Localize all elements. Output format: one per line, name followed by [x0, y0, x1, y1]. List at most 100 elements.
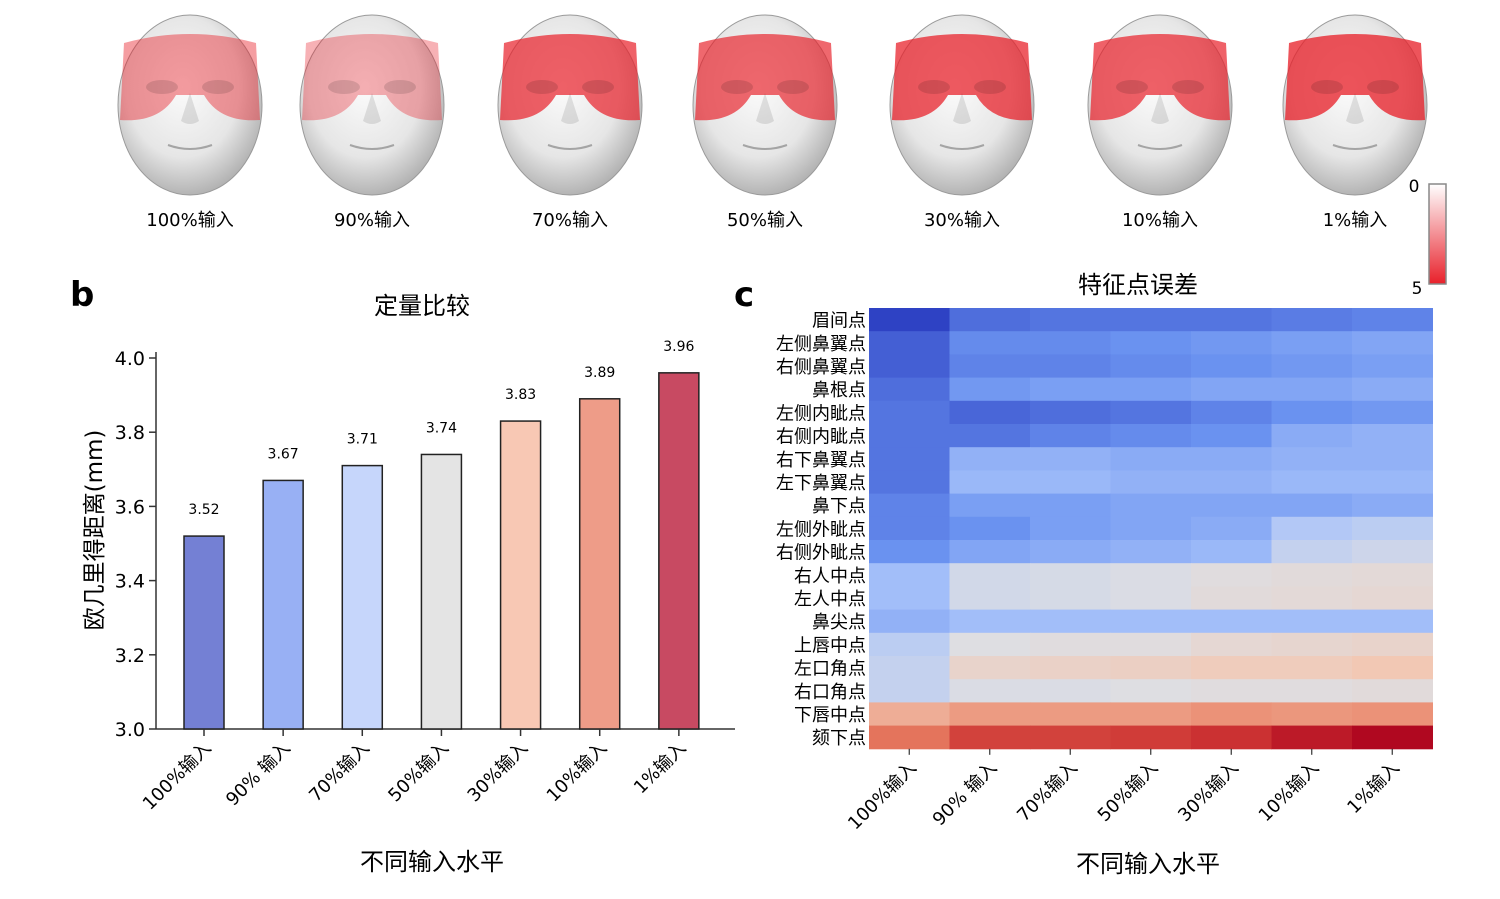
face-label: 30%输入 — [924, 210, 1000, 231]
heatmap-cell — [1191, 354, 1272, 379]
face-head — [299, 14, 445, 196]
heatmap-row-label: 右侧鼻翼点 — [776, 357, 866, 378]
heatmap-col-label: 30%输入 — [1174, 757, 1243, 826]
heatmap-row-label: 左侧外眦点 — [776, 519, 866, 540]
heatmap-cell — [869, 377, 950, 402]
heatmap-row-label: 右侧外眦点 — [776, 543, 866, 564]
bar-x-tick-label: 1%输入 — [630, 738, 691, 799]
bar — [420, 453, 463, 730]
face-label: 50%输入 — [727, 210, 803, 231]
heatmap-cell — [1110, 354, 1192, 379]
heatmap-cell — [869, 656, 950, 680]
heatmap-cell — [869, 424, 950, 448]
heatmap-cell — [1352, 400, 1433, 425]
heatmap-cell — [1110, 516, 1192, 541]
heatmap-cell — [1030, 609, 1111, 634]
face-render: 70%输入 — [497, 14, 643, 231]
bar — [183, 535, 225, 730]
heatmap-cell — [1110, 679, 1192, 703]
heatmap-cell — [869, 609, 950, 634]
face-nose — [363, 93, 381, 124]
heatmap-col-label: 100%输入 — [844, 757, 921, 834]
face-eye — [918, 80, 950, 94]
heatmap-cell — [1191, 308, 1272, 332]
heatmap-cell — [1191, 447, 1272, 471]
heatmap-cell — [949, 656, 1031, 680]
heatmap-row-label: 右下鼻翼点 — [776, 450, 866, 471]
heatmap-cell — [949, 424, 1031, 448]
heatmap-cell — [1271, 308, 1353, 332]
heatmap-cell — [1352, 586, 1433, 611]
bar — [341, 464, 384, 730]
bar-x-tick-label: 30%输入 — [464, 738, 533, 807]
heatmap-cell — [1191, 609, 1272, 634]
heatmap-cell — [1110, 400, 1192, 425]
heatmap-cell — [1352, 609, 1433, 634]
heatmap-cell — [1191, 400, 1272, 425]
heatmap-cell — [1030, 447, 1111, 471]
face-error-overlay — [500, 34, 640, 121]
heatmap-cell — [1110, 470, 1192, 495]
heatmap-cell — [869, 563, 950, 587]
heatmap-cell — [1110, 632, 1192, 657]
heatmap-cell — [1352, 540, 1433, 564]
heatmap-cell — [869, 447, 950, 471]
bar-x-tick-label: 70%输入 — [305, 738, 374, 807]
bar-y-tick-label: 3.0 — [115, 719, 145, 741]
face-eye — [328, 80, 360, 94]
heatmap-row-label: 左下鼻翼点 — [776, 473, 866, 494]
bar-chart-panel: b 定量比较 欧几里得距离(mm) 3.0 3.2 3.4 3.6 3.8 4.0 3.5… — [70, 275, 735, 876]
heatmap-cell — [1191, 516, 1272, 541]
heatmap-xlabel: 不同输入水平 — [1076, 850, 1220, 878]
heatmap-cell — [949, 331, 1031, 355]
heatmap-cell — [949, 725, 1031, 750]
heatmap-cell — [949, 702, 1031, 727]
heatmap-cell — [1191, 586, 1272, 611]
face-eye — [721, 80, 753, 94]
heatmap-cell — [1191, 656, 1272, 680]
heatmap-cell — [1030, 563, 1111, 587]
heatmap-cell — [1271, 609, 1353, 634]
heatmap-cell — [1352, 377, 1433, 402]
heatmap-cell — [1271, 632, 1353, 657]
heatmap-row-label: 右侧内眦点 — [776, 427, 866, 448]
heatmap-row-label: 左人中点 — [794, 589, 866, 610]
heatmap-cell — [1030, 516, 1111, 541]
heatmap-cell — [1110, 563, 1192, 587]
heatmap-cell — [949, 470, 1031, 495]
heatmap-cell — [1271, 377, 1353, 402]
heatmap-row-label: 右口角点 — [794, 682, 866, 703]
bar-chart-ylabel: 欧几里得距离(mm) — [82, 430, 108, 631]
colorbar-gradient — [1428, 183, 1447, 285]
heatmap-cell — [1191, 424, 1272, 448]
heatmap-cell — [1110, 308, 1192, 332]
heatmap-cell — [869, 702, 950, 727]
face-nose — [1346, 93, 1364, 124]
heatmap-cell — [1110, 586, 1192, 611]
heatmap-cell — [1030, 493, 1111, 518]
heatmap-cell — [1352, 470, 1433, 495]
heatmap-cell — [1352, 632, 1433, 657]
heatmap-cell — [949, 540, 1031, 564]
panel-c-letter: c — [734, 275, 754, 315]
heatmap-cell — [1030, 632, 1111, 657]
face-error-overlay — [1090, 34, 1230, 121]
heatmap-cell — [1030, 354, 1111, 379]
heatmap-cell — [1030, 725, 1111, 750]
bar-x-tick-label: 10%输入 — [543, 738, 612, 807]
heatmap-cell — [869, 493, 950, 518]
heatmap-cell — [869, 400, 950, 425]
colorbar: 0 5 — [1409, 177, 1447, 299]
heatmap-cell — [1030, 470, 1111, 495]
heatmap-cell — [1030, 400, 1111, 425]
heatmap-cell — [1191, 679, 1272, 703]
heatmap-cell — [1110, 540, 1192, 564]
face-eye — [974, 80, 1006, 94]
heatmap-cell — [869, 586, 950, 611]
bar — [499, 420, 542, 730]
face-render: 50%输入 — [692, 14, 838, 231]
heatmap-cell — [1110, 656, 1192, 680]
heatmap-row-label: 眉间点 — [812, 311, 866, 332]
face-eye — [526, 80, 558, 94]
heatmap-cell — [1352, 725, 1433, 750]
